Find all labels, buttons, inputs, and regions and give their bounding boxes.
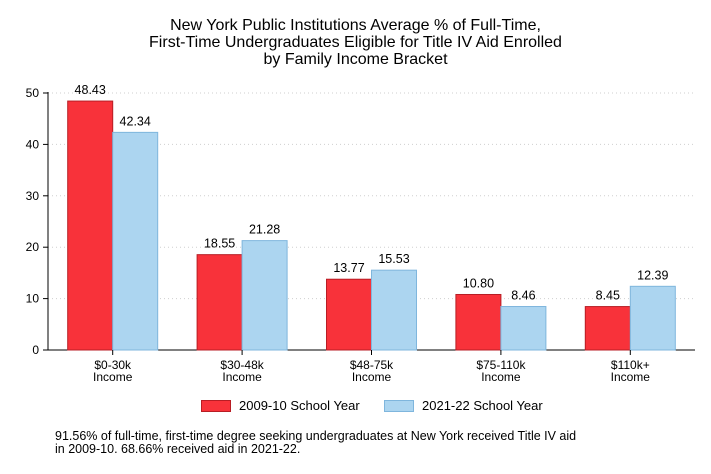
legend-label-2009-10: 2009-10 School Year [239, 398, 360, 413]
x-tick-label: Income [481, 370, 521, 384]
y-tick-label: 50 [26, 86, 40, 100]
legend-item-2009-10: 2009-10 School Year [201, 398, 360, 413]
footnote-line-1: 91.56% of full-time, first-time degree s… [55, 429, 577, 443]
bar-value-label: 12.39 [637, 268, 668, 282]
x-tick-label: $30-48k [220, 358, 264, 372]
x-tick-label: Income [222, 370, 262, 384]
x-tick-label: Income [611, 370, 651, 384]
chart-title-line-2: First-Time Undergraduates Eligible for T… [149, 34, 562, 51]
legend: 2009-10 School Year 2021-22 School Year [0, 398, 711, 416]
legend-item-2021-22: 2021-22 School Year [384, 398, 543, 413]
y-tick-label: 10 [26, 292, 40, 306]
x-tick-label: $48-75k [350, 358, 394, 372]
legend-swatch-2009-10 [201, 399, 231, 412]
bar [241, 240, 288, 351]
bar [196, 254, 243, 351]
y-tick-label: 30 [26, 189, 40, 203]
bar [500, 306, 547, 351]
bar [455, 293, 502, 351]
chart-title-line-3: by Family Income Bracket [263, 51, 448, 68]
bar [112, 131, 159, 351]
bar-value-label: 42.34 [120, 114, 151, 128]
bar [629, 285, 676, 351]
x-tick-label: $110k+ [611, 358, 650, 372]
legend-swatch-2021-22 [384, 399, 414, 412]
chart-title: New York Public Institutions Average % o… [0, 17, 711, 68]
bar-value-label: 8.46 [511, 289, 535, 303]
bar-value-label: 8.45 [596, 289, 620, 303]
legend-label-2021-22: 2021-22 School Year [422, 398, 543, 413]
bar-value-label: 13.77 [333, 261, 364, 275]
bar [584, 306, 631, 351]
footnote: 91.56% of full-time, first-time degree s… [55, 430, 695, 456]
chart-title-line-1: New York Public Institutions Average % o… [170, 17, 541, 34]
bar-value-label: 21.28 [249, 223, 280, 237]
footnote-line-2: in 2009-10. 68.66% received aid in 2021-… [55, 442, 301, 456]
y-tick-label: 20 [26, 240, 40, 254]
bar [326, 278, 372, 351]
bar-value-label: 48.43 [75, 83, 106, 97]
y-tick-label: 0 [32, 343, 39, 357]
bar [67, 100, 114, 351]
bar [371, 269, 417, 351]
bar-value-label: 18.55 [204, 237, 235, 251]
bar-value-label: 10.80 [463, 276, 494, 290]
x-tick-label: $0-30k [94, 358, 132, 372]
x-tick-label: Income [352, 370, 392, 384]
x-tick-label: $75-110k [476, 358, 526, 372]
x-tick-label: Income [93, 370, 133, 384]
bar-value-label: 15.53 [378, 252, 409, 266]
y-tick-label: 40 [26, 137, 40, 151]
